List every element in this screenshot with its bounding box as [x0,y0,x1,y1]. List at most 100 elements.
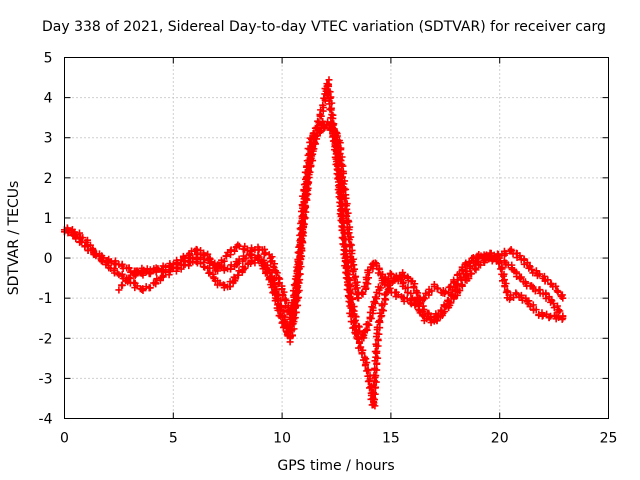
data-point [434,285,442,293]
data-point [364,320,372,328]
y-tick-label: -4 [39,412,53,428]
data-point [369,304,377,312]
data-point [441,303,449,311]
data-point [267,258,275,266]
data-point [349,306,357,314]
data-point [355,339,363,347]
data-point [262,249,270,257]
data-point [358,288,366,296]
data-point [269,262,277,270]
data-point [146,266,154,274]
data-point [342,211,350,219]
data-point [371,293,379,301]
data-point [386,284,394,292]
data-point [374,318,382,326]
data-point [374,336,382,344]
data-point [532,267,540,275]
data-point [259,258,267,266]
data-point [333,132,341,140]
data-point [502,288,510,296]
x-tick-label: 0 [60,431,69,447]
data-point [174,258,182,266]
data-point [376,317,384,325]
data-point [528,265,536,273]
data-point [339,179,347,187]
data-point [553,302,561,310]
data-point [343,252,351,260]
data-point [518,296,526,304]
series-track-a [61,76,567,410]
data-point [118,260,126,268]
data-point [220,257,228,265]
grid [64,57,609,419]
data-point [302,196,310,204]
data-point [241,264,249,272]
data-point [363,367,371,375]
series-track-c [115,121,567,323]
data-point [368,303,376,311]
chart-title: Day 338 of 2021, Sidereal Day-to-day VTE… [42,19,606,35]
data-point [500,276,508,284]
data-point [263,269,271,277]
data-point [531,287,539,295]
data-point [462,259,470,267]
data-point [125,264,133,272]
data-point [255,255,263,263]
data-point [339,169,347,177]
data-point [296,249,304,257]
data-point [213,265,221,273]
data-point [489,254,497,262]
plot-frame [64,57,609,419]
data-point [552,282,560,290]
data-point [350,274,358,282]
data-point [262,268,270,276]
data-point [450,294,458,302]
y-tick-label: -1 [39,291,53,307]
data-point [301,202,309,210]
data-point [351,273,359,281]
data-point [290,325,298,333]
data-point [549,300,557,308]
data-point [372,340,380,348]
data-point [400,272,408,280]
data-point [362,361,370,369]
data-point [274,280,282,288]
data-point [185,251,193,259]
data-point [355,294,363,302]
y-tick-label: 3 [44,131,53,147]
data-point [345,235,353,243]
data-point [501,282,509,290]
data-point [544,276,552,284]
data-point [497,265,505,273]
data-point [347,283,355,291]
data-point [539,311,547,319]
data-point [308,143,316,151]
data-point [204,250,212,258]
data-point [234,259,242,267]
tick-marks [64,57,609,419]
data-point [78,238,86,246]
y-axis-label: SDTVAR / TECUs [6,181,22,296]
data-point [420,294,428,302]
data-point [339,173,347,181]
data-point [554,288,562,296]
data-point [205,269,213,277]
data-point [364,280,372,288]
y-tick-label: -3 [39,371,53,387]
y-tick-label: 0 [44,251,53,267]
data-point [254,256,262,264]
data-point [181,254,189,262]
x-axis-label: GPS time / hours [277,458,394,474]
data-point [410,282,418,290]
data-point [371,364,379,372]
data-point [367,314,375,322]
x-tick-label: 15 [382,431,400,447]
x-tick-labels: 0 5 10 15 20 25 [60,431,617,447]
data-point [333,143,341,151]
data-point [377,284,385,292]
data-point [345,276,353,284]
data-point [291,282,299,290]
data-point [413,297,421,305]
data-point [319,101,327,109]
